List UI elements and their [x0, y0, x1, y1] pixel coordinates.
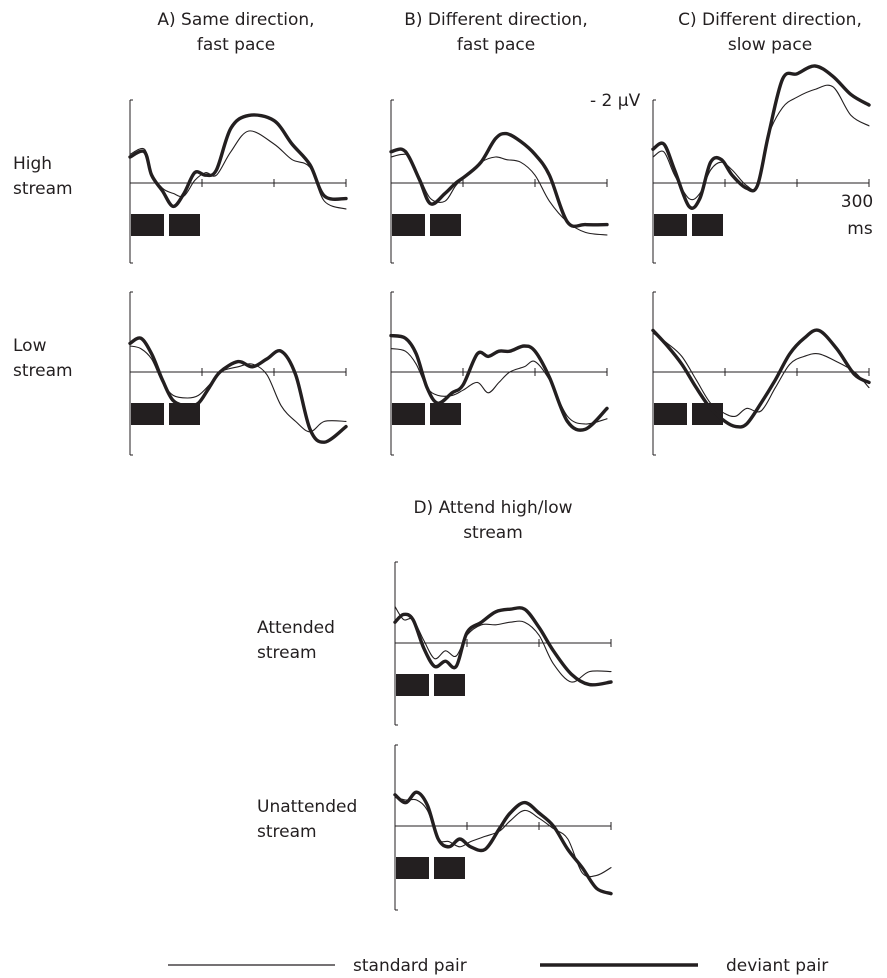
- title-c-line2: slow pace: [728, 35, 812, 55]
- stimulus-block-2: [434, 857, 465, 879]
- panel-A-high: [128, 99, 348, 264]
- row-label-attended-line2: stream: [257, 643, 317, 663]
- stimulus-block-1: [131, 403, 164, 425]
- time-scale-value: 300: [841, 192, 873, 212]
- deviant-pair-waveform: [128, 336, 348, 444]
- panel-C-low: [651, 291, 871, 456]
- standard-pair-waveform: [394, 796, 612, 878]
- stimulus-block-1: [654, 214, 687, 236]
- row-label-low-line1: Low: [13, 336, 47, 356]
- stimulus-block-1: [131, 214, 164, 236]
- panel-C-high: [651, 64, 871, 264]
- erp-panels: [128, 64, 871, 911]
- title-b-line1: B) Different direction,: [404, 10, 588, 30]
- legend-deviant-label: deviant pair: [726, 956, 828, 976]
- stimulus-block-1: [654, 403, 687, 425]
- stimulus-block-1: [396, 674, 429, 696]
- row-label-attended-line1: Attended: [257, 618, 335, 638]
- stimulus-block-2: [169, 403, 200, 425]
- legend: standard pair deviant pair: [168, 956, 828, 976]
- panel-D-attended: [393, 561, 613, 726]
- deviant-pair-waveform: [651, 64, 871, 210]
- title-a-line1: A) Same direction,: [157, 10, 314, 30]
- row-label-low-line2: stream: [13, 361, 73, 381]
- stimulus-block-1: [396, 857, 429, 879]
- column-titles: A) Same direction, fast pace B) Differen…: [157, 10, 861, 543]
- deviant-pair-waveform: [393, 606, 613, 687]
- standard-pair-waveform: [652, 332, 870, 418]
- standard-pair-waveform: [394, 606, 612, 683]
- row-label-unattended-line2: stream: [257, 822, 317, 842]
- panel-B-low: [389, 291, 609, 456]
- panel-A-low: [128, 291, 348, 456]
- title-a-line2: fast pace: [197, 35, 275, 55]
- amplitude-scale-label: - 2 µV: [590, 91, 641, 111]
- deviant-pair-waveform: [389, 333, 609, 432]
- time-scale-unit: ms: [847, 219, 873, 239]
- row-label-high-line1: High: [13, 154, 52, 174]
- stimulus-block-2: [434, 674, 465, 696]
- stimulus-block-2: [430, 214, 461, 236]
- stimulus-block-2: [430, 403, 461, 425]
- deviant-pair-waveform: [389, 131, 609, 229]
- title-b-line2: fast pace: [457, 35, 535, 55]
- panel-D-unattended: [393, 744, 613, 911]
- stimulus-block-2: [169, 214, 200, 236]
- stimulus-block-1: [392, 214, 425, 236]
- legend-standard-label: standard pair: [353, 956, 467, 976]
- deviant-pair-waveform: [393, 790, 613, 896]
- deviant-pair-waveform: [128, 113, 348, 209]
- deviant-pair-waveform: [651, 328, 871, 429]
- row-label-high-line2: stream: [13, 179, 73, 199]
- title-d-line1: D) Attend high/low: [413, 498, 572, 518]
- stimulus-block-2: [692, 403, 723, 425]
- row-labels: High stream Low stream Attended stream U…: [13, 154, 357, 842]
- stimulus-block-2: [692, 214, 723, 236]
- row-label-unattended-line1: Unattended: [257, 797, 357, 817]
- title-c-line1: C) Different direction,: [678, 10, 862, 30]
- stimulus-block-1: [392, 403, 425, 425]
- panel-B-high: [389, 99, 609, 264]
- title-d-line2: stream: [463, 523, 523, 543]
